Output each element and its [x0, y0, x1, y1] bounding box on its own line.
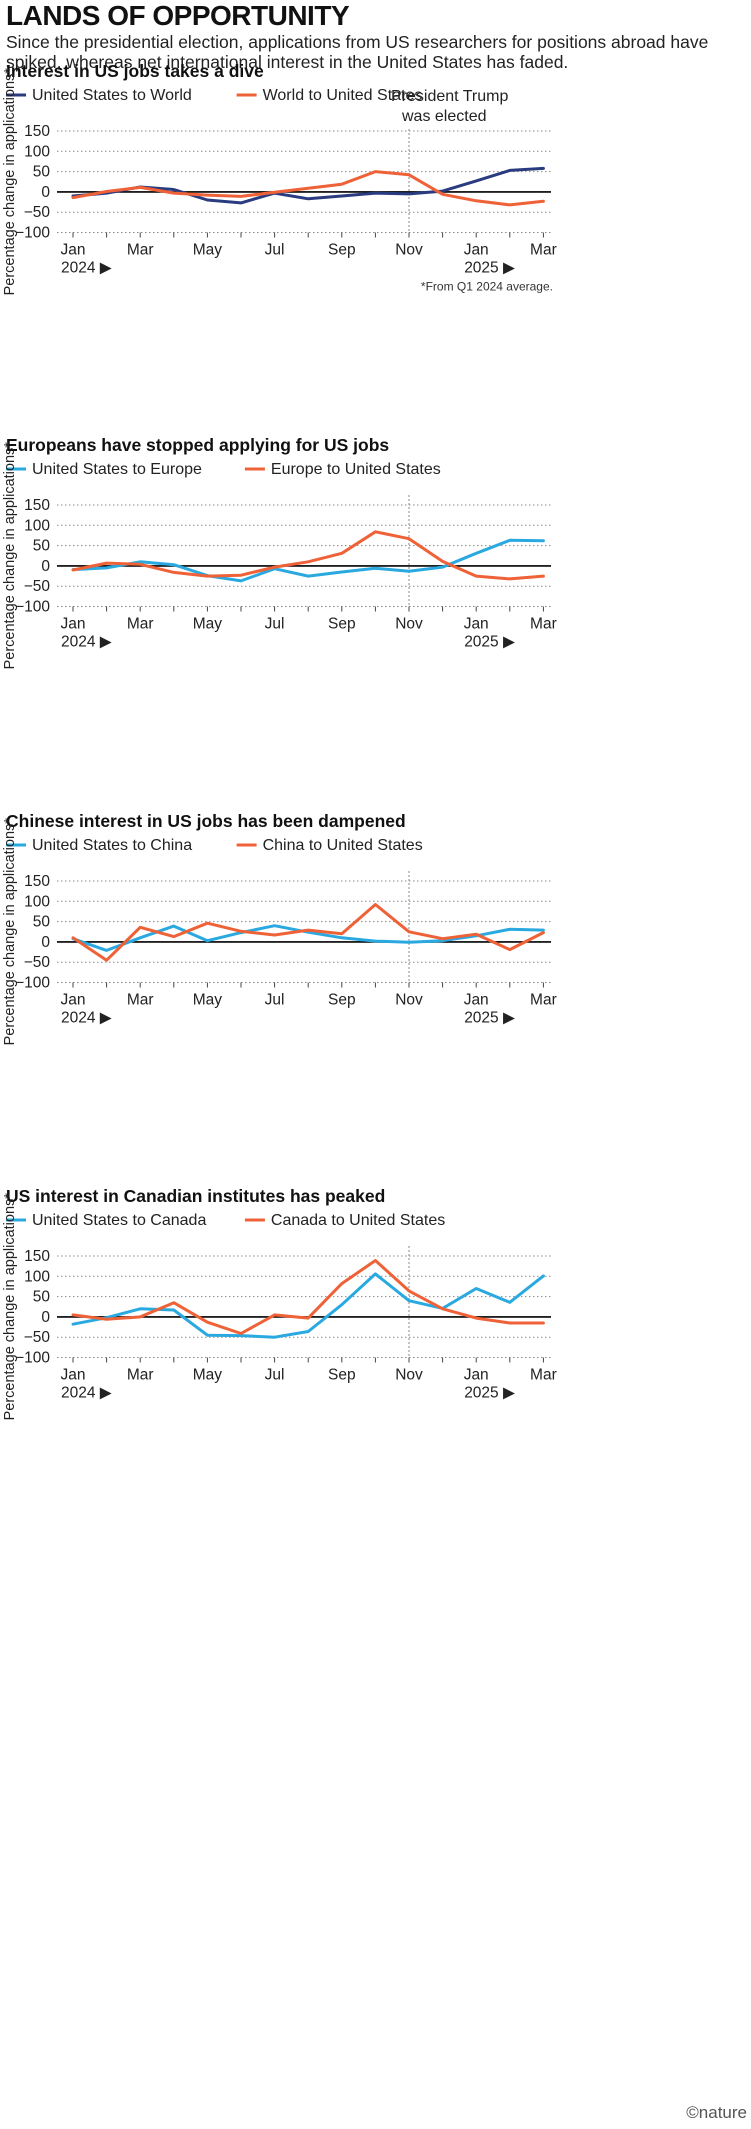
figure-title: LANDS OF OPPORTUNITY [6, 0, 350, 31]
x-tick-label: Sep [328, 242, 356, 259]
election-annotation-line2: was elected [401, 108, 487, 125]
legend-label-1: United States to China [32, 837, 192, 854]
series-line-2 [71, 170, 545, 207]
x-tick-label: Mar [530, 992, 557, 1009]
chart-panel-2: Europeans have stopped applying for US j… [2, 435, 557, 670]
y-tick-label: −50 [24, 954, 51, 971]
legend-label-1: United States to Europe [32, 461, 202, 478]
x-tick-label: Jan [464, 616, 489, 633]
y-tick-label: 0 [41, 1309, 50, 1326]
x-tick-label: Mar [127, 242, 154, 259]
x-tick-label: May [193, 1367, 223, 1384]
figure-subtitle: Since the presidential election, applica… [6, 32, 709, 72]
y-tick-label: 0 [41, 934, 50, 951]
x-tick-label: Jan [464, 242, 489, 259]
x-tick-label: Jan [61, 616, 86, 633]
year-label-2024: 2024 ▶ [61, 1010, 112, 1027]
x-tick-label: Mar [530, 616, 557, 633]
x-tick-label: May [193, 616, 223, 633]
nature-credit: ©nature [686, 2103, 747, 2122]
chart-title: Interest in US jobs takes a dive [6, 61, 264, 81]
x-tick-label: May [193, 242, 223, 259]
y-axis-label: Percentage change in applications* [2, 442, 18, 670]
legend-label-2: World to United States [263, 87, 423, 104]
x-tick-label: Jul [265, 616, 285, 633]
year-label-2024: 2024 ▶ [61, 634, 112, 651]
x-tick-label: Nov [395, 1367, 423, 1384]
x-tick-label: Nov [395, 242, 423, 259]
x-tick-label: Nov [395, 616, 423, 633]
y-tick-label: 100 [24, 517, 50, 534]
x-tick-label: Sep [328, 616, 356, 633]
y-tick-label: −100 [15, 225, 50, 242]
y-tick-label: −100 [15, 975, 50, 992]
x-tick-label: May [193, 992, 223, 1009]
legend-label-2: Europe to United States [271, 461, 441, 478]
series-line-1 [71, 1272, 545, 1339]
election-annotation-line1: President Trump [391, 88, 508, 105]
series-line-2 [71, 1259, 545, 1335]
x-tick-label: Sep [328, 1367, 356, 1384]
chart-title: Europeans have stopped applying for US j… [6, 435, 389, 455]
series-line-1 [71, 538, 545, 583]
x-tick-label: Jan [464, 992, 489, 1009]
footnote: *From Q1 2024 average. [421, 280, 553, 294]
y-tick-label: 100 [24, 143, 50, 160]
chart-panel-1: Interest in US jobs takes a dive United S… [2, 61, 557, 296]
series-line-2 [71, 903, 545, 962]
chart-panel-4: US interest in Canadian institutes has p… [2, 1186, 557, 1421]
y-tick-label: −50 [24, 204, 51, 221]
series-line-2 [71, 530, 545, 581]
y-tick-label: −50 [24, 1329, 51, 1346]
y-tick-label: 100 [24, 1268, 50, 1285]
x-tick-label: Jan [464, 1367, 489, 1384]
y-tick-label: 0 [41, 184, 50, 201]
legend-label-1: United States to Canada [32, 1212, 206, 1229]
x-tick-label: Mar [127, 616, 154, 633]
y-tick-label: 50 [33, 164, 51, 181]
year-label-2025: 2025 ▶ [464, 1010, 515, 1027]
x-tick-label: Mar [530, 1367, 557, 1384]
y-axis-label: Percentage change in applications* [2, 818, 18, 1046]
x-tick-label: Mar [127, 992, 154, 1009]
y-tick-label: 100 [24, 893, 50, 910]
x-tick-label: Mar [127, 1367, 154, 1384]
legend-label-2: Canada to United States [271, 1212, 445, 1229]
y-tick-label: 0 [41, 558, 50, 575]
y-tick-label: 150 [24, 123, 50, 140]
year-label-2025: 2025 ▶ [464, 634, 515, 651]
y-tick-label: 50 [33, 538, 51, 555]
year-label-2024: 2024 ▶ [61, 260, 112, 277]
x-tick-label: Jan [61, 1367, 86, 1384]
y-tick-label: 150 [24, 497, 50, 514]
x-tick-label: Nov [395, 992, 423, 1009]
x-tick-label: Jul [265, 992, 285, 1009]
y-axis-label: Percentage change in applications* [2, 1193, 18, 1421]
y-tick-label: 150 [24, 1248, 50, 1265]
y-tick-label: 50 [33, 1289, 51, 1306]
x-tick-label: Jan [61, 242, 86, 259]
x-tick-label: Jul [265, 242, 285, 259]
legend-label-1: United States to World [32, 87, 192, 104]
y-tick-label: −100 [15, 1350, 50, 1367]
y-tick-label: 150 [24, 873, 50, 890]
series-line-1 [71, 166, 545, 205]
y-tick-label: −100 [15, 599, 50, 616]
y-tick-label: 50 [33, 914, 51, 931]
series-line-1 [71, 924, 545, 952]
x-tick-label: Jan [61, 992, 86, 1009]
chart-title: US interest in Canadian institutes has p… [6, 1186, 385, 1206]
y-tick-label: −50 [24, 578, 51, 595]
chart-panel-3: Chinese interest in US jobs has been dam… [2, 811, 557, 1046]
x-tick-label: Jul [265, 1367, 285, 1384]
year-label-2025: 2025 ▶ [464, 1385, 515, 1402]
legend-label-2: China to United States [263, 837, 423, 854]
year-label-2025: 2025 ▶ [464, 260, 515, 277]
y-axis-label: Percentage change in applications* [2, 68, 18, 296]
chart-title: Chinese interest in US jobs has been dam… [6, 811, 406, 831]
year-label-2024: 2024 ▶ [61, 1385, 112, 1402]
x-tick-label: Sep [328, 992, 356, 1009]
x-tick-label: Mar [530, 242, 557, 259]
